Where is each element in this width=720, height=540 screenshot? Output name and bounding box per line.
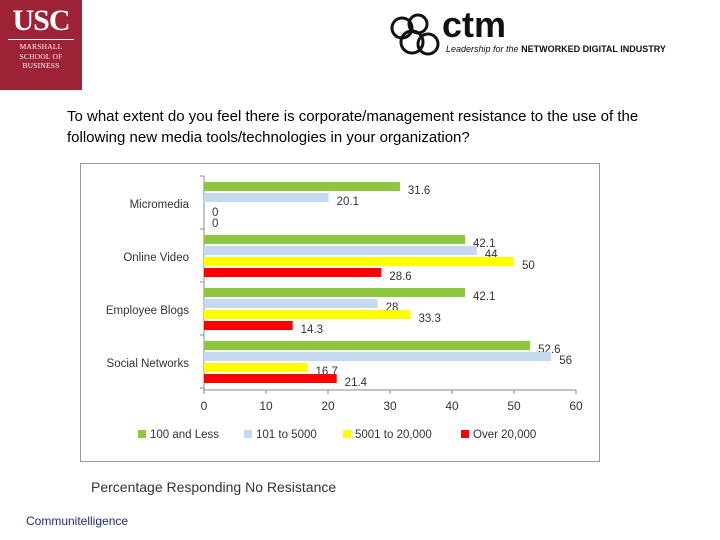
legend-swatch [244,430,252,438]
x-tick-label: 30 [383,399,397,413]
usc-logo-line-2: SCHOOL OF [19,51,63,61]
data-bar [204,288,466,297]
usc-logo-line-1: MARSHALL [19,42,63,51]
ctm-tagline-italic: Leadership for the [446,44,519,54]
x-tick-label: 50 [507,399,521,413]
data-bar [204,193,329,202]
category-label: Social Networks [107,358,190,370]
legend-swatch [461,430,469,438]
x-tick-label: 10 [259,399,273,413]
category-label: Micromedia [130,199,190,211]
ctm-tagline: Leadership for the NETWORKED DIGITAL IND… [446,44,666,54]
usc-logo-rule [8,39,74,40]
data-label: 20.1 [337,196,359,208]
legend-label: 100 and Less [150,429,219,441]
data-label: 42.1 [473,238,495,250]
legend-label: 5001 to 20,000 [355,429,432,441]
x-tick-label: 0 [201,399,208,413]
data-label: 14.3 [301,324,323,336]
legend-swatch [343,430,351,438]
data-bar [204,235,466,244]
data-bar [204,299,378,308]
survey-question: To what extent do you feel there is corp… [67,108,639,146]
x-tick-label: 40 [445,399,459,413]
data-label: 0 [212,207,218,219]
data-label: 50 [522,260,535,272]
data-label: 21.4 [345,377,368,389]
legend-label: 101 to 5000 [256,429,317,441]
ctm-logo: ctm Leadership for the NETWORKED DIGITAL… [388,4,708,62]
data-label: 33.3 [418,313,440,325]
bar-chart-svg: 0 10 20 30 40 50 60Micromedia31.620.100Online … [106,175,583,441]
data-bar [204,352,552,361]
chart-caption: Percentage Responding No Resistance [91,479,337,495]
data-bar [204,321,293,330]
category-label: Online Video [123,252,189,264]
data-bar [204,341,531,350]
data-bar [204,268,382,277]
data-bar [204,310,411,319]
category-label: Employee Blogs [106,305,189,317]
footer-brand: Communitelligence [26,514,129,528]
data-bar [204,363,308,372]
legend-swatch [138,430,146,438]
ctm-tagline-bold: NETWORKED DIGITAL INDUSTRY [521,44,666,54]
x-tick-label: 20 [321,399,335,413]
data-label: 0 [212,218,218,230]
data-bar [204,246,477,255]
data-bar [204,374,337,383]
data-bar [204,257,514,266]
data-label: 42.1 [473,291,495,303]
data-label: 31.6 [408,185,430,197]
data-label: 56 [559,355,572,367]
usc-logo-main: USC [12,4,70,37]
bar-chart: 0 10 20 30 40 50 60 Micromedia 31.6 20.1 0 0 Online … [80,163,600,462]
ctm-wordmark: ctm [442,4,507,45]
x-tick-label: 60 [569,399,583,413]
legend-label: Over 20,000 [473,429,536,441]
usc-logo-line-3: BUSINESS [22,61,60,70]
usc-marshall-logo: USC MARSHALL SCHOOL OF BUSINESS [0,0,82,90]
data-label: 28.6 [389,271,411,283]
ctm-rings-icon [390,13,440,56]
data-bar [204,182,400,191]
